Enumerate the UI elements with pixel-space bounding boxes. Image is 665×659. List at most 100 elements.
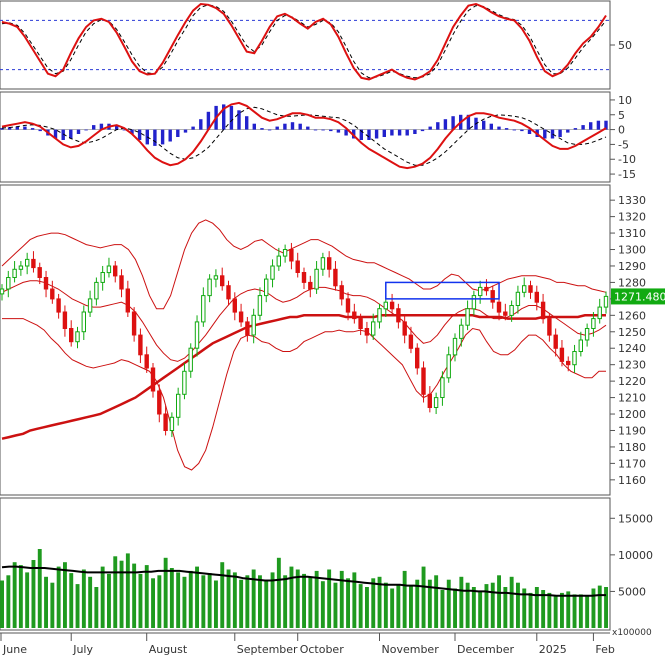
volume-bar — [522, 588, 527, 628]
volume-bar — [264, 579, 269, 628]
candlestick — [220, 275, 225, 287]
y-tick-label: 1240 — [618, 342, 646, 355]
y-tick-label: -5 — [618, 138, 629, 151]
volume-bar — [371, 578, 376, 628]
y-tick-label: 1190 — [618, 424, 646, 437]
macd-y-axis: 10 5 0-5 -10 -15 — [610, 94, 636, 181]
volume-bar — [427, 579, 432, 628]
stochastic-plot — [0, 2, 610, 81]
volume-bar — [125, 553, 130, 628]
macd-histogram-bar — [428, 126, 432, 130]
volume-bar — [459, 576, 464, 628]
candlestick — [377, 308, 382, 323]
macd-histogram-bar — [245, 116, 249, 130]
volume-bar — [560, 592, 564, 628]
candlestick — [371, 321, 376, 336]
stochastic-k-line — [1, 2, 607, 81]
candlestick — [452, 337, 458, 356]
candlestick — [314, 268, 319, 290]
volume-plot — [0, 549, 608, 628]
candlestick — [157, 390, 162, 415]
macd-histogram-bar — [15, 126, 19, 130]
volume-bar — [453, 588, 457, 628]
macd-histogram-bar — [99, 123, 104, 130]
x-tick-label: Feb — [595, 643, 614, 656]
macd-histogram-bar — [267, 129, 272, 131]
volume-bar — [578, 594, 583, 628]
volume-bar — [226, 569, 231, 628]
candlestick — [119, 275, 124, 290]
candlestick — [446, 354, 451, 379]
macd-histogram-bar — [451, 116, 455, 130]
macd-histogram-bar — [61, 129, 65, 140]
macd-histogram-bar — [313, 129, 318, 131]
y-tick-label: 1210 — [618, 392, 646, 405]
candlestick — [383, 301, 389, 310]
volume-bar — [289, 566, 294, 628]
candlestick — [515, 291, 521, 306]
volume-bar — [157, 575, 162, 628]
candlestick — [43, 277, 49, 290]
candlestick — [194, 321, 200, 349]
candlestick — [270, 265, 275, 280]
macd-histogram-bar — [527, 129, 532, 134]
candlestick — [345, 298, 351, 313]
stochastic-y-axis: 50 — [610, 39, 632, 52]
volume-bar — [490, 582, 495, 628]
candlestick — [182, 370, 187, 395]
x-tick-label: 2025 — [539, 643, 567, 656]
candlestick — [301, 272, 307, 283]
candlestick — [572, 351, 577, 366]
candlestick — [358, 318, 363, 330]
candlestick — [201, 295, 206, 323]
candlestick — [264, 278, 269, 297]
candlestick — [0, 288, 5, 295]
candlestick — [308, 281, 313, 290]
y-tick-label: 5 — [618, 109, 625, 122]
macd-histogram-bar — [352, 129, 356, 139]
volume-bar — [169, 568, 174, 628]
candlestick — [144, 354, 149, 369]
candlestick — [87, 298, 93, 313]
macd-histogram-bar — [283, 123, 287, 130]
y-tick-label: 1310 — [618, 227, 646, 240]
volume-bar — [119, 560, 124, 628]
macd-histogram-bar — [92, 125, 96, 130]
volume-bar — [478, 591, 483, 628]
candlestick — [18, 265, 24, 270]
volume-bar — [566, 591, 571, 628]
volume-bar — [497, 575, 501, 628]
volume-bar — [358, 584, 363, 628]
volume-bar — [465, 582, 470, 628]
date-x-axis: June July August September October November De… — [0, 632, 615, 656]
volume-bar — [81, 569, 86, 628]
candlestick — [459, 324, 464, 339]
candlestick — [150, 367, 156, 392]
candlestick — [415, 347, 420, 369]
candlestick — [282, 249, 288, 257]
macd-histogram-bar — [321, 129, 325, 131]
volume-bar — [239, 579, 244, 628]
macd-histogram-bar — [497, 126, 501, 130]
macd-histogram-bar — [573, 128, 578, 130]
x-tick-label: July — [72, 643, 93, 656]
volume-bar — [541, 590, 546, 628]
volume-bar — [232, 572, 237, 628]
volume-bar — [339, 570, 344, 628]
y-tick-label: 15000 — [618, 512, 653, 525]
y-tick-label: 1160 — [618, 474, 646, 487]
candlestick — [478, 286, 483, 297]
volume-bar — [421, 566, 426, 628]
volume-bar — [346, 578, 350, 628]
bollinger-upper-line — [1, 219, 607, 310]
macd-histogram-bar — [520, 129, 524, 132]
x-tick-label: August — [149, 643, 188, 656]
volume-bar — [352, 572, 357, 628]
x-tick-label: September — [237, 643, 298, 656]
macd-histogram-bar — [359, 129, 363, 140]
price-frame — [0, 184, 611, 496]
last-price-label: 1271.480 — [614, 290, 665, 303]
candlestick — [276, 255, 282, 267]
volume-bar — [88, 576, 93, 628]
volume-bar — [597, 585, 602, 628]
